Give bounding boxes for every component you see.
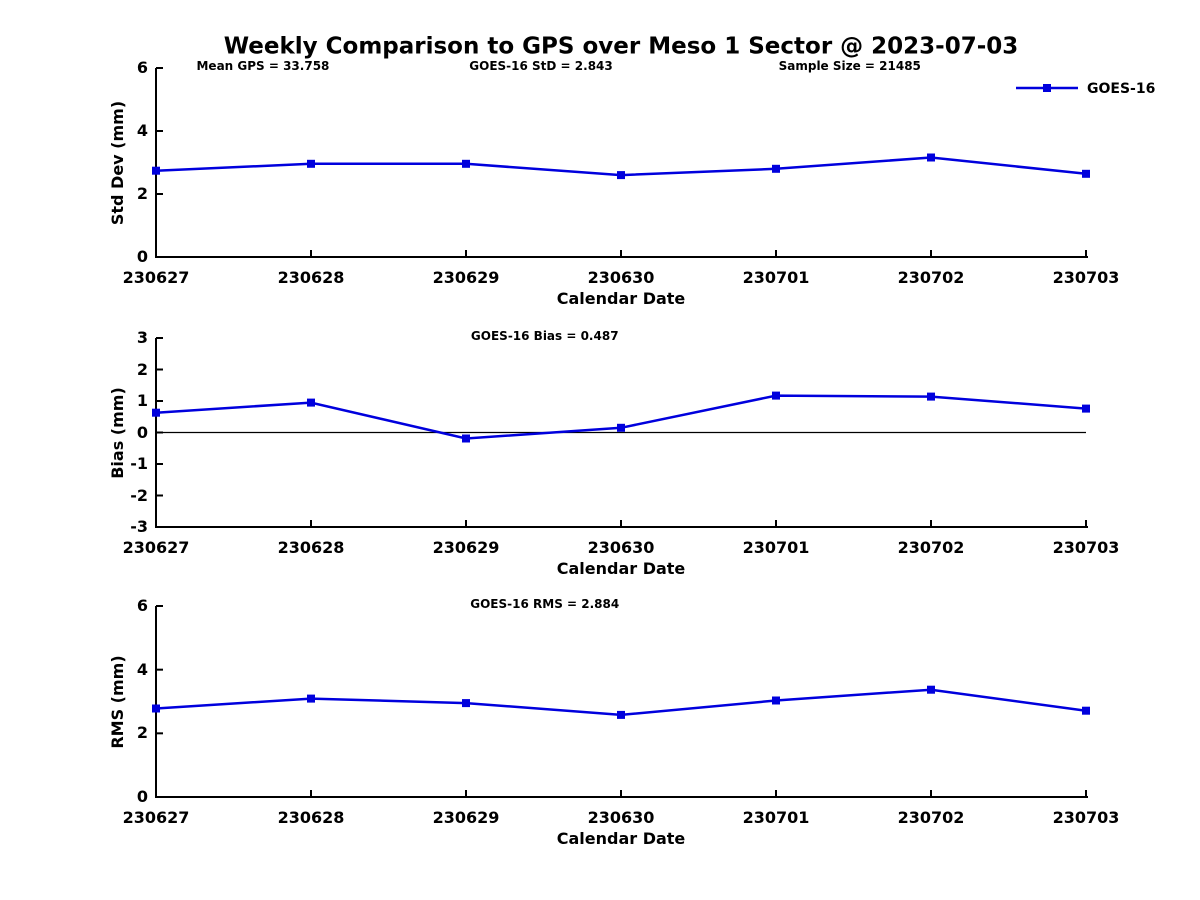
data-marker	[617, 710, 625, 719]
data-marker	[307, 694, 315, 703]
y-tick-label: 2	[136, 359, 148, 379]
data-marker	[927, 392, 935, 401]
y-tick-label: 0	[136, 422, 148, 442]
data-marker	[927, 685, 935, 694]
x-tick-label: 230630	[587, 268, 655, 287]
data-marker	[152, 408, 160, 417]
stat-annotation: GOES-16 Bias = 0.487	[470, 329, 619, 343]
y-tick-label: 6	[136, 58, 148, 77]
y-axis-title: Bias (mm)	[108, 386, 127, 479]
data-marker	[772, 391, 780, 400]
x-tick-label: 230702	[897, 538, 965, 557]
y-axis-title: Std Dev (mm)	[108, 100, 127, 225]
data-marker	[772, 696, 780, 705]
y-tick-label: -1	[130, 454, 148, 473]
legend-label: GOES-16	[1087, 81, 1156, 97]
stat-annotation: Sample Size = 21485	[778, 59, 921, 73]
y-axis-title: RMS (mm)	[108, 654, 127, 749]
y-tick-label: 2	[136, 184, 148, 203]
data-marker	[1082, 706, 1090, 715]
y-tick-label: 2	[136, 723, 148, 743]
x-axis-title: Calendar Date	[556, 559, 686, 578]
y-tick-label: 6	[136, 596, 148, 615]
x-tick-label: 230628	[277, 808, 345, 827]
x-axis-title: Calendar Date	[556, 829, 686, 848]
x-tick-label: 230627	[122, 268, 190, 287]
data-marker	[1082, 169, 1090, 178]
x-tick-label: 230703	[1052, 268, 1120, 287]
x-tick-label: 230627	[122, 808, 190, 827]
data-marker	[462, 699, 470, 708]
y-tick-label: -2	[130, 485, 148, 505]
y-tick-label: 0	[136, 247, 148, 266]
x-tick-label: 230629	[432, 808, 500, 827]
y-tick-label: 0	[136, 787, 148, 806]
data-marker	[1082, 404, 1090, 413]
data-marker	[772, 164, 780, 173]
y-tick-label: -3	[130, 517, 148, 536]
x-tick-label: 230701	[742, 808, 810, 827]
x-tick-label: 230629	[432, 268, 500, 287]
x-axis-title: Calendar Date	[556, 289, 686, 308]
stat-annotation: Mean GPS = 33.758	[196, 59, 330, 73]
x-tick-label: 230628	[277, 268, 345, 287]
data-marker	[462, 434, 470, 443]
data-marker	[617, 423, 625, 432]
x-tick-label: 230628	[277, 538, 345, 557]
data-marker	[617, 171, 625, 180]
data-marker	[462, 159, 470, 168]
stat-annotation: GOES-16 StD = 2.843	[469, 59, 613, 73]
legend-marker	[1043, 84, 1051, 92]
x-tick-label: 230630	[587, 538, 655, 557]
y-tick-label: 3	[136, 328, 148, 347]
y-tick-label: 4	[136, 121, 148, 140]
stat-annotation: GOES-16 RMS = 2.884	[470, 597, 620, 611]
x-tick-label: 230702	[897, 268, 965, 287]
x-tick-label: 230701	[742, 538, 810, 557]
data-marker	[307, 398, 315, 407]
figure-title: Weekly Comparison to GPS over Meso 1 Sec…	[223, 33, 1019, 60]
data-marker	[927, 153, 935, 162]
x-tick-label: 230630	[587, 808, 655, 827]
y-tick-label: 4	[136, 659, 148, 679]
x-tick-label: 230702	[897, 808, 965, 827]
y-tick-label: 1	[136, 391, 148, 410]
x-tick-label: 230629	[432, 538, 500, 557]
data-marker	[307, 159, 315, 168]
data-marker	[152, 704, 160, 713]
x-tick-label: 230701	[742, 268, 810, 287]
data-marker	[152, 166, 160, 175]
x-tick-label: 230703	[1052, 538, 1120, 557]
x-tick-label: 230703	[1052, 808, 1120, 827]
x-tick-label: 230627	[122, 538, 190, 557]
